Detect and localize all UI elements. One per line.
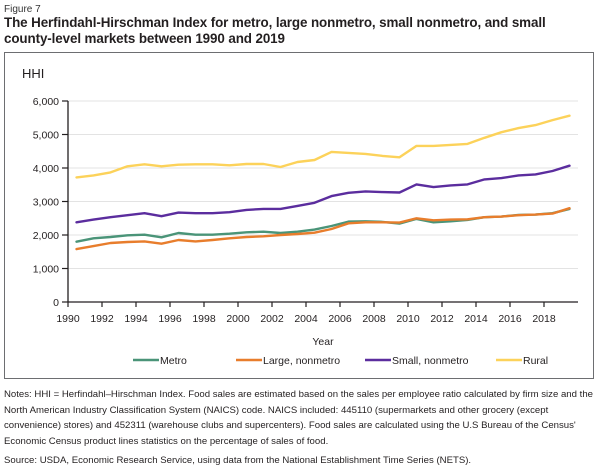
x-axis: 1990 1992 1994 1996 1998 2000 2002 2004 2006 2008… bbox=[56, 301, 578, 325]
x-tick-label: 1994 bbox=[124, 313, 148, 325]
legend-label: Small, nonmetro bbox=[392, 355, 469, 367]
x-tick-label: 1992 bbox=[90, 313, 114, 325]
gridlines bbox=[68, 100, 578, 269]
chart-notes: Notes: HHI = Herfindahl–Hirschman Index.… bbox=[4, 389, 593, 447]
y-tick-label: 5,000 bbox=[33, 129, 59, 141]
x-axis-title: Year bbox=[312, 336, 334, 348]
series-line-rural bbox=[75, 114, 571, 179]
chart-frame bbox=[4, 52, 594, 379]
legend-label: Large, nonmetro bbox=[263, 355, 340, 367]
legend-item: Small, nonmetro bbox=[365, 355, 469, 367]
y-tick-label: 2,000 bbox=[33, 230, 59, 242]
series-lines bbox=[75, 114, 571, 251]
x-tick-label: 2016 bbox=[498, 313, 522, 325]
figure-label: Figure 7 bbox=[4, 4, 41, 15]
series-line-small-nonmetro bbox=[75, 164, 571, 224]
x-tick-label: 2002 bbox=[260, 313, 284, 325]
chart-source: Source: USDA, Economic Research Service,… bbox=[4, 455, 472, 466]
legend-label: Metro bbox=[160, 355, 187, 367]
y-tick-label: 1,000 bbox=[33, 263, 59, 275]
x-tick-label: 1990 bbox=[56, 313, 80, 325]
y-tick-label: 6,000 bbox=[33, 96, 59, 108]
y-axis-unit-label: HHI bbox=[22, 66, 44, 81]
legend-item: Metro bbox=[133, 355, 187, 367]
legend-item: Rural bbox=[496, 355, 548, 367]
legend: Metro Large, nonmetro Small, nonmetro Rural bbox=[133, 355, 548, 367]
line-chart: HHI 0 1,000 2,000 3,000 4,000 5,000 6,000 1990… bbox=[22, 66, 578, 367]
x-tick-label: 2000 bbox=[226, 313, 250, 325]
x-tick-label: 2010 bbox=[396, 313, 420, 325]
x-tick-label: 2014 bbox=[464, 313, 488, 325]
y-tick-label: 3,000 bbox=[33, 196, 59, 208]
legend-label: Rural bbox=[523, 355, 548, 367]
x-tick-label: 1996 bbox=[158, 313, 182, 325]
series-line-large-nonmetro bbox=[75, 206, 571, 251]
x-tick-label: 1998 bbox=[192, 313, 216, 325]
x-tick-label: 2004 bbox=[294, 313, 318, 325]
x-tick-label: 2018 bbox=[532, 313, 556, 325]
figure-title: The Herfindahl-Hirschman Index for metro… bbox=[4, 15, 546, 46]
y-axis: 0 1,000 2,000 3,000 4,000 5,000 6,000 bbox=[33, 96, 69, 309]
x-tick-label: 2006 bbox=[328, 313, 352, 325]
y-tick-label: 0 bbox=[53, 297, 59, 309]
y-tick-label: 4,000 bbox=[33, 163, 59, 175]
x-tick-label: 2012 bbox=[430, 313, 454, 325]
legend-item: Large, nonmetro bbox=[236, 355, 340, 367]
x-tick-label: 2008 bbox=[362, 313, 386, 325]
